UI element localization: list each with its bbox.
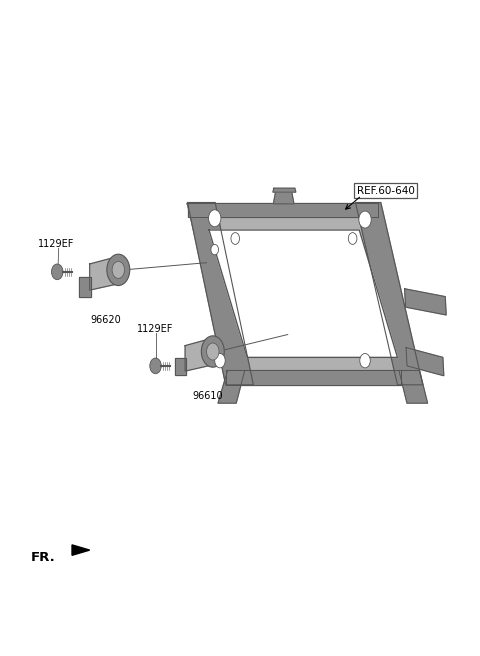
Circle shape [150,358,161,374]
Polygon shape [79,277,91,297]
Circle shape [208,210,221,227]
Circle shape [211,245,218,255]
Polygon shape [175,358,186,375]
Polygon shape [185,338,214,371]
Polygon shape [273,188,296,192]
Polygon shape [218,371,245,403]
Polygon shape [226,371,401,385]
Circle shape [112,261,124,278]
Circle shape [51,264,63,279]
Text: 96610: 96610 [192,391,223,401]
Polygon shape [188,204,421,384]
Polygon shape [274,191,294,204]
Polygon shape [356,203,423,385]
Text: 96620: 96620 [91,315,121,325]
Circle shape [348,233,357,245]
Circle shape [360,354,370,368]
Polygon shape [406,348,444,376]
Polygon shape [188,203,253,385]
Polygon shape [90,256,119,290]
Text: 1129EF: 1129EF [137,324,174,335]
Circle shape [201,336,224,367]
Circle shape [215,354,225,368]
Polygon shape [72,545,90,556]
Polygon shape [399,371,428,403]
Circle shape [107,254,130,285]
Circle shape [231,233,240,245]
Text: 1129EF: 1129EF [38,239,74,249]
Polygon shape [405,289,446,315]
Text: FR.: FR. [31,552,56,564]
Circle shape [206,343,219,360]
Circle shape [359,211,371,228]
Polygon shape [188,203,378,217]
Polygon shape [209,230,397,358]
Text: REF.60-640: REF.60-640 [357,186,415,196]
